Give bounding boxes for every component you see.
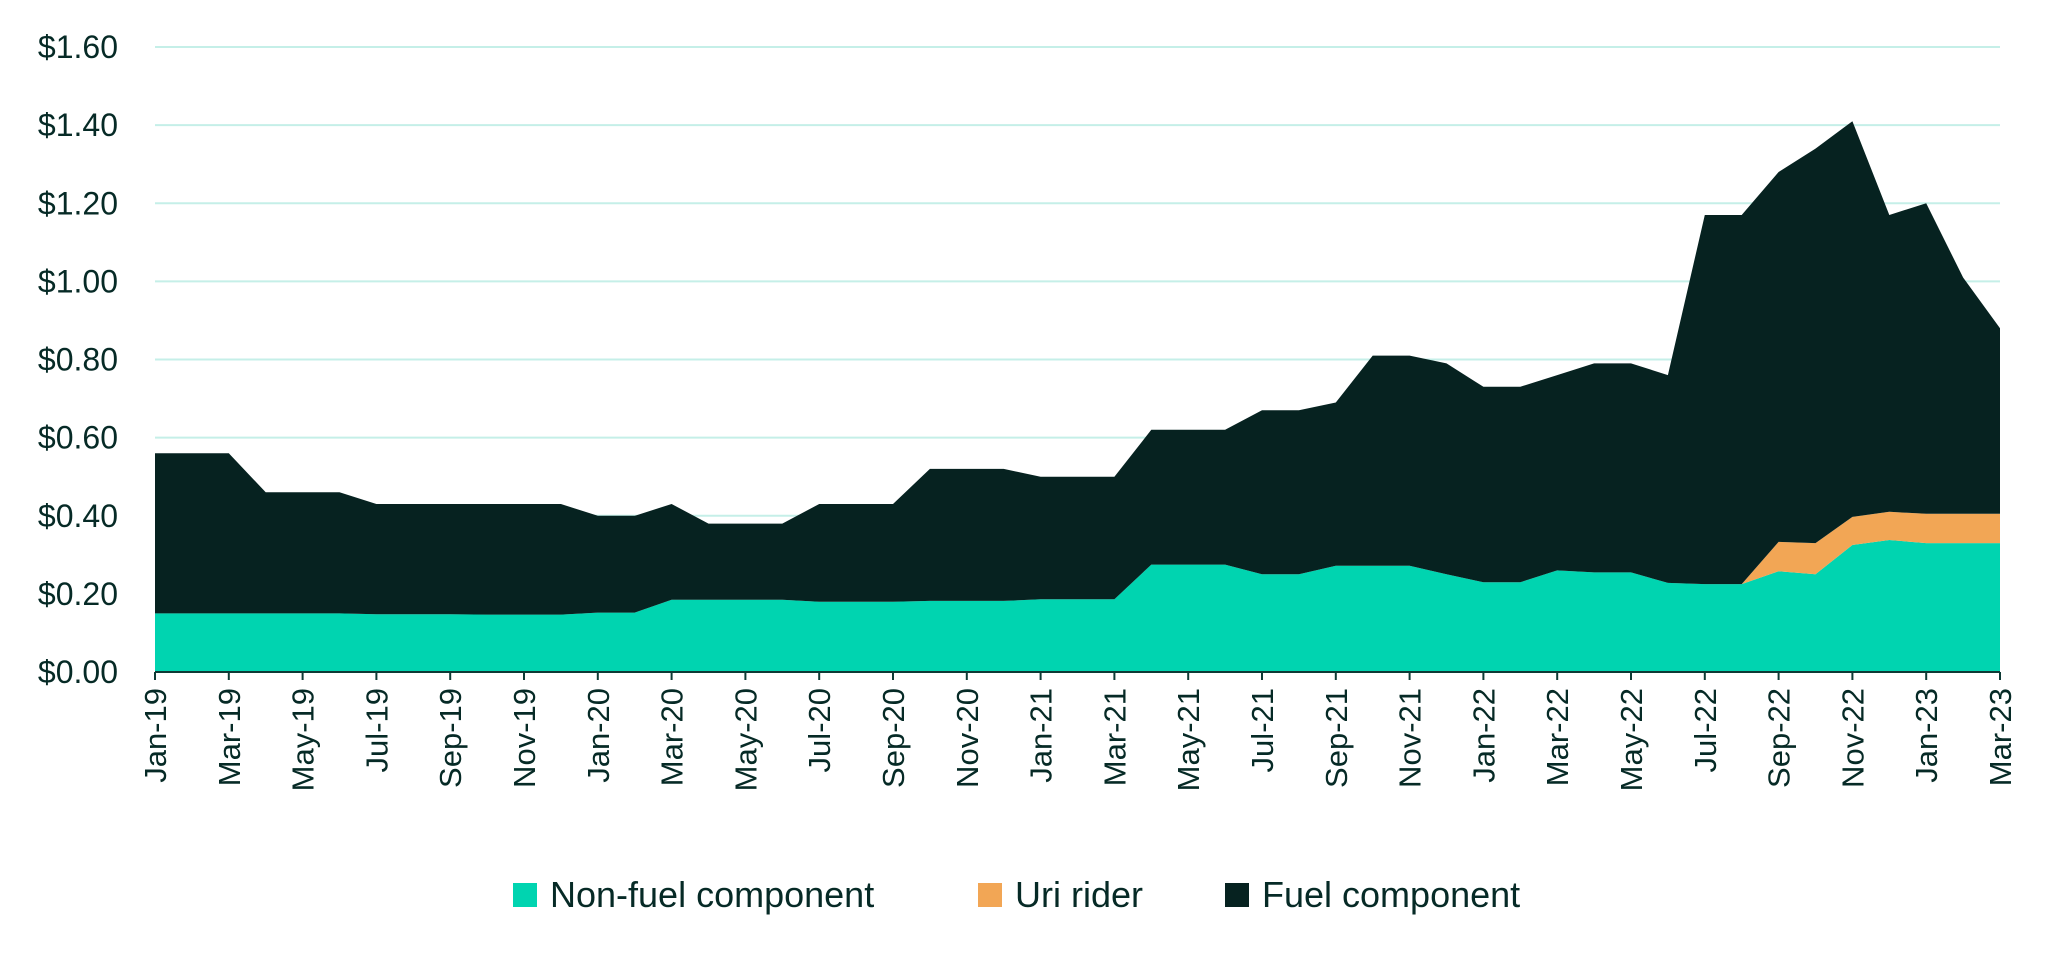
legend-label: Fuel component [1262, 874, 1520, 915]
y-tick-label: $1.40 [38, 107, 118, 143]
x-tick-label: Nov-20 [950, 688, 985, 788]
fuel-component-area [155, 121, 2000, 615]
legend-label: Non-fuel component [550, 874, 874, 915]
x-tick-label: Mar-23 [1983, 688, 2018, 786]
legend-swatch [1225, 883, 1249, 907]
x-tick-label: Mar-20 [655, 688, 690, 786]
y-tick-label: $0.00 [38, 654, 118, 690]
y-tick-label: $1.20 [38, 185, 118, 221]
x-tick-label: Nov-19 [507, 688, 542, 788]
x-tick-label: Jul-20 [802, 688, 837, 772]
x-tick-label: Mar-21 [1097, 688, 1132, 786]
legend-swatch [978, 883, 1002, 907]
x-tick-label: May-19 [286, 688, 321, 791]
x-tick-label: Jul-21 [1245, 688, 1280, 772]
x-tick-label: Sep-19 [433, 688, 468, 788]
legend-label: Uri rider [1015, 874, 1143, 915]
y-tick-label: $0.80 [38, 342, 118, 378]
area-series [155, 121, 2000, 672]
x-tick-label: May-20 [728, 688, 763, 791]
y-tick-label: $1.00 [38, 263, 118, 299]
x-tick-label: Sep-21 [1319, 688, 1354, 788]
x-tick-label: Jul-22 [1688, 688, 1723, 772]
x-tick-label: Sep-22 [1762, 688, 1797, 788]
y-tick-label: $1.60 [38, 29, 118, 65]
x-tick-label: May-22 [1614, 688, 1649, 791]
non-fuel-component-area [155, 540, 2000, 672]
y-axis: $0.00 $0.20 $0.40 $0.60 $0.80 $1.00 $1.20 $1.40… [38, 29, 118, 690]
x-tick-label: Jan-19 [138, 688, 173, 783]
x-tick-label: Nov-22 [1835, 688, 1870, 788]
x-tick-label: Jan-22 [1466, 688, 1501, 783]
x-tick-label: Nov-21 [1393, 688, 1428, 788]
x-tick-label: Jan-21 [1024, 688, 1059, 783]
y-tick-label: $0.20 [38, 576, 118, 612]
x-tick-label: Sep-20 [876, 688, 911, 788]
x-tick-label: Jan-20 [581, 688, 616, 783]
x-tick-label: Jan-23 [1909, 688, 1944, 783]
x-tick-label: Mar-19 [212, 688, 247, 786]
x-tick-label: Mar-22 [1540, 688, 1575, 786]
legend-swatch [513, 883, 537, 907]
y-tick-label: $0.60 [38, 420, 118, 456]
y-tick-label: $0.40 [38, 498, 118, 534]
x-tick-label: Jul-19 [359, 688, 394, 772]
x-axis: Jan-19 Mar-19 May-19 Jul-19 Sep-19 Nov-19 Jan-… [138, 671, 2018, 791]
x-tick-label: May-21 [1171, 688, 1206, 791]
legend: Non-fuel component Uri rider Fuel componen… [513, 874, 1520, 915]
